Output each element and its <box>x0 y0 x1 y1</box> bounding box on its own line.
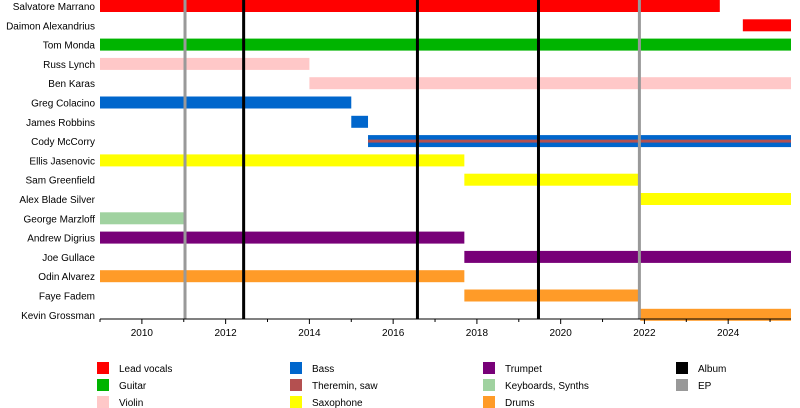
member-label: Joe Gullace <box>42 253 95 264</box>
legend-swatch <box>97 362 109 374</box>
legend-swatch <box>676 379 688 391</box>
x-tick-label: 2014 <box>298 328 321 339</box>
member-label: Cody McCorry <box>31 137 95 148</box>
member-label: Kevin Grossman <box>21 311 95 322</box>
legend-label: EP <box>698 381 712 392</box>
legend-label: Drums <box>505 398 534 408</box>
member-label: Daimon Alexandrius <box>6 21 95 32</box>
legend-label: Violin <box>119 398 143 408</box>
legend-swatch <box>97 396 109 408</box>
member-label: Ellis Jasenovic <box>29 156 95 167</box>
member-bar <box>351 115 369 128</box>
legend-label: Trumpet <box>505 364 542 375</box>
legend-swatch <box>483 396 495 408</box>
member-bar <box>742 19 791 32</box>
legend-swatch <box>483 379 495 391</box>
legend-swatch <box>290 379 302 391</box>
member-label: Odin Alvarez <box>38 272 95 283</box>
legend-label: Guitar <box>119 381 147 392</box>
member-label: Greg Colacino <box>31 99 95 110</box>
legend-swatch <box>290 396 302 408</box>
legend-label: Saxophone <box>312 398 363 408</box>
member-label: Russ Lynch <box>43 60 95 71</box>
member-label: Tom Monda <box>43 41 96 52</box>
member-bar <box>100 212 184 225</box>
member-bar <box>309 77 791 90</box>
legend-swatch <box>676 362 688 374</box>
legend-label: Album <box>698 364 726 375</box>
legend-swatch <box>97 379 109 391</box>
x-tick-label: 2010 <box>131 328 154 339</box>
member-label: Faye Fadem <box>39 292 95 303</box>
member-bar <box>464 250 791 263</box>
member-bar <box>640 193 791 205</box>
member-label: Salvatore Marrano <box>13 2 96 13</box>
member-bar <box>100 96 352 109</box>
x-tick-label: 2024 <box>717 328 740 339</box>
member-label: George Marzloff <box>23 214 95 225</box>
legend-swatch <box>290 362 302 374</box>
x-tick-label: 2012 <box>215 328 238 339</box>
member-label: James Robbins <box>26 118 95 129</box>
member-bar <box>100 270 465 283</box>
member-bar <box>100 57 310 70</box>
member-label: Alex Blade Silver <box>19 195 95 206</box>
x-tick-label: 2018 <box>466 328 489 339</box>
legend-label: Lead vocals <box>119 364 172 375</box>
legend-swatch <box>483 362 495 374</box>
member-bar <box>464 173 641 186</box>
member-bar <box>100 38 791 51</box>
member-bar <box>100 231 465 244</box>
legend-label: Keyboards, Synths <box>505 381 589 392</box>
legend-label: Theremin, saw <box>312 381 378 392</box>
legend-label: Bass <box>312 364 334 375</box>
x-tick-label: 2020 <box>550 328 573 339</box>
member-bar <box>368 139 791 143</box>
member-bar <box>640 308 791 321</box>
member-label: Sam Greenfield <box>26 176 95 187</box>
member-bar <box>464 289 641 302</box>
x-tick-label: 2016 <box>382 328 405 339</box>
member-label: Ben Karas <box>48 79 95 90</box>
member-bar <box>100 154 465 167</box>
member-label: Andrew Digrius <box>27 234 95 245</box>
x-tick-label: 2022 <box>633 328 656 339</box>
member-bar <box>100 0 720 12</box>
